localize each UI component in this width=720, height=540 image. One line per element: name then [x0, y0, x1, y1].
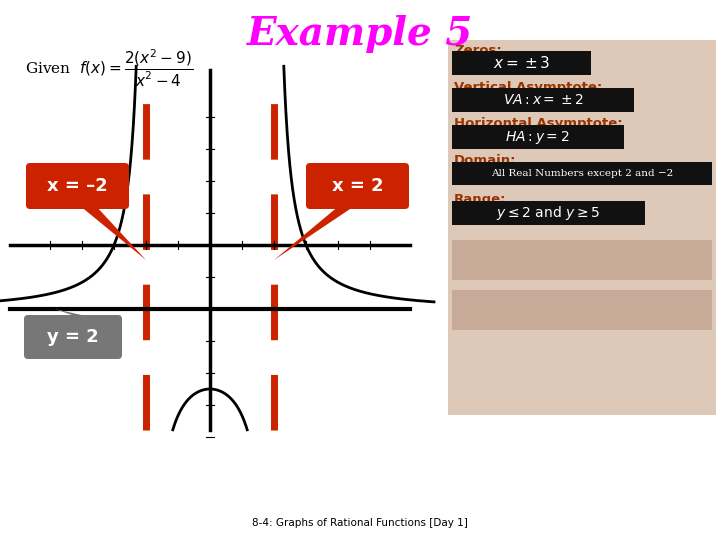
FancyBboxPatch shape: [452, 201, 645, 225]
Text: Vertical Asymptote:: Vertical Asymptote:: [454, 80, 602, 93]
Text: $HA : y = 2$: $HA : y = 2$: [505, 129, 570, 145]
FancyBboxPatch shape: [452, 240, 712, 280]
FancyBboxPatch shape: [26, 163, 129, 209]
FancyBboxPatch shape: [452, 162, 712, 185]
FancyBboxPatch shape: [24, 315, 122, 359]
Text: 8-4: Graphs of Rational Functions [Day 1]: 8-4: Graphs of Rational Functions [Day 1…: [252, 518, 468, 528]
Text: Domain:: Domain:: [454, 154, 516, 167]
FancyBboxPatch shape: [452, 51, 591, 75]
Polygon shape: [274, 205, 356, 260]
Text: Given  $f(x)=\dfrac{2(x^{2}-9)}{x^{2}-4}$: Given $f(x)=\dfrac{2(x^{2}-9)}{x^{2}-4}$: [25, 48, 193, 89]
Text: Horizontal Asymptote:: Horizontal Asymptote:: [454, 118, 623, 131]
FancyBboxPatch shape: [448, 40, 716, 415]
Text: $VA : x = \pm 2$: $VA : x = \pm 2$: [503, 93, 583, 107]
FancyBboxPatch shape: [452, 125, 624, 149]
FancyBboxPatch shape: [452, 290, 712, 330]
Polygon shape: [55, 309, 99, 319]
FancyBboxPatch shape: [306, 163, 409, 209]
Text: $x = \pm 3$: $x = \pm 3$: [493, 55, 550, 71]
Text: $y \leq 2 \text{ and } y \geq 5$: $y \leq 2 \text{ and } y \geq 5$: [496, 204, 600, 222]
Text: Zeros:: Zeros:: [454, 44, 502, 57]
Polygon shape: [79, 205, 146, 260]
FancyBboxPatch shape: [452, 88, 634, 112]
Text: y = 2: y = 2: [47, 328, 99, 346]
Text: All Real Numbers except 2 and −2: All Real Numbers except 2 and −2: [491, 169, 673, 178]
Text: Example 5: Example 5: [247, 15, 473, 53]
Text: x = 2: x = 2: [332, 177, 383, 195]
Text: x = –2: x = –2: [47, 177, 108, 195]
Text: Range:: Range:: [454, 193, 506, 206]
